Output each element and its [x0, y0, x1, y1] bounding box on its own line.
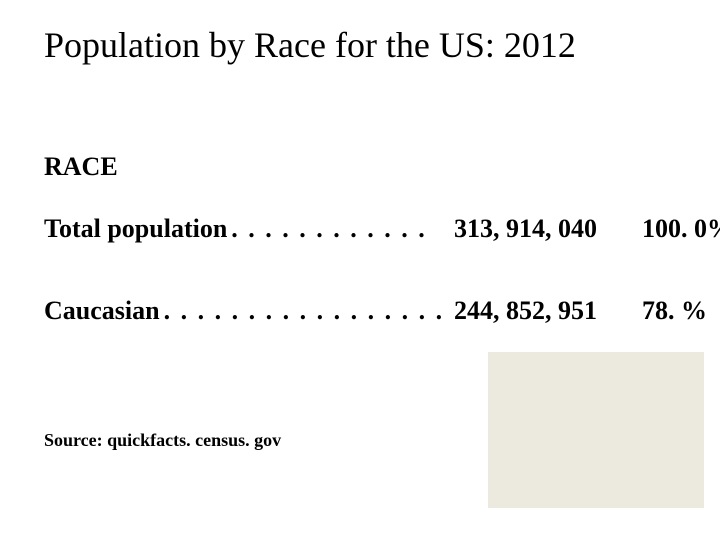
row-percent: 78. % — [614, 296, 720, 326]
row-label: Caucasian — [44, 296, 160, 326]
decorative-box — [488, 352, 704, 508]
row-percent: 100. 0% — [614, 214, 720, 244]
row-label: Total population — [44, 214, 227, 244]
leader-wrap: Caucasian . . . . . . . . . . . . . . . … — [44, 296, 454, 326]
section-header-race: RACE — [44, 152, 118, 182]
row-total-population: Total population . . . . . . . . . . . .… — [44, 214, 684, 250]
leader-dots: . . . . . . . . . . . . . . . . . — [160, 296, 445, 326]
slide: Population by Race for the US: 2012 RACE… — [0, 0, 720, 540]
row-caucasian: Caucasian . . . . . . . . . . . . . . . … — [44, 296, 684, 332]
leader-wrap: Total population . . . . . . . . . . . . — [44, 214, 454, 244]
leader-dots: . . . . . . . . . . . . — [227, 214, 427, 244]
source-citation: Source: quickfacts. census. gov — [44, 430, 281, 451]
row-value: 244, 852, 951 — [454, 296, 614, 326]
page-title: Population by Race for the US: 2012 — [44, 26, 696, 66]
row-value: 313, 914, 040 — [454, 214, 614, 244]
